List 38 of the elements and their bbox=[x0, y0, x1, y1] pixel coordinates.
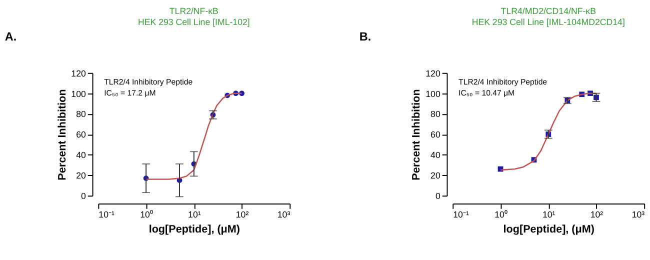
y-axis-title: Percent Inhibition bbox=[410, 89, 423, 180]
x-tick-label: 10⁻¹ bbox=[98, 210, 114, 220]
y-tick-label: 80 bbox=[430, 109, 440, 120]
x-axis-title: log[Peptide], (μM) bbox=[503, 223, 595, 236]
y-tick-label: 60 bbox=[76, 130, 86, 140]
x-tick-label: 10¹ bbox=[188, 210, 201, 220]
text: TLR2/NF-κB bbox=[169, 6, 218, 16]
y-tick-label: 100 bbox=[71, 88, 86, 99]
x-tick-label: 10⁰ bbox=[494, 210, 508, 220]
x-tick-label: 10² bbox=[590, 210, 604, 220]
annotation: IC₅₀ = 17.2 μM bbox=[104, 88, 156, 98]
y-tick-label: 60 bbox=[430, 130, 440, 140]
x-axis-title: log[Peptide], (μM) bbox=[148, 223, 240, 236]
annotation: TLR2/4 Inhibitory Peptide bbox=[458, 78, 548, 87]
text: B. bbox=[359, 30, 372, 44]
y-tick-label: 0 bbox=[435, 191, 440, 202]
y-tick-label: 20 bbox=[76, 170, 86, 181]
text: HEK 293 Cell Line [IML-104MD2CD14] bbox=[472, 16, 625, 27]
text: TLR4/MD2/CD14/NF-κB bbox=[500, 6, 596, 16]
x-tick-label: 10³ bbox=[632, 210, 645, 220]
y-tick-label: 120 bbox=[71, 68, 86, 78]
y-tick-label: 100 bbox=[426, 88, 440, 99]
x-tick-label: 10⁰ bbox=[140, 210, 153, 220]
y-tick-label: 40 bbox=[76, 150, 86, 160]
x-tick-label: 10³ bbox=[277, 210, 290, 220]
y-tick-label: 0 bbox=[80, 191, 86, 202]
annotation: IC₅₀ = 10.47 μM bbox=[458, 88, 515, 98]
y-axis-title: Percent Inhibition bbox=[56, 89, 68, 180]
x-tick-label: 10⁻¹ bbox=[453, 210, 469, 220]
text: HEK 293 Cell Line [IML-102] bbox=[138, 16, 250, 27]
y-tick-label: 80 bbox=[76, 109, 86, 120]
x-tick-label: 10² bbox=[236, 210, 249, 220]
annotation: TLR2/4 Inhibitory Peptide bbox=[104, 78, 194, 87]
y-tick-label: 20 bbox=[430, 170, 440, 181]
x-tick-label: 10¹ bbox=[542, 210, 556, 220]
y-tick-label: 40 bbox=[430, 150, 440, 160]
y-tick-label: 120 bbox=[426, 68, 440, 78]
text: A. bbox=[4, 30, 17, 44]
